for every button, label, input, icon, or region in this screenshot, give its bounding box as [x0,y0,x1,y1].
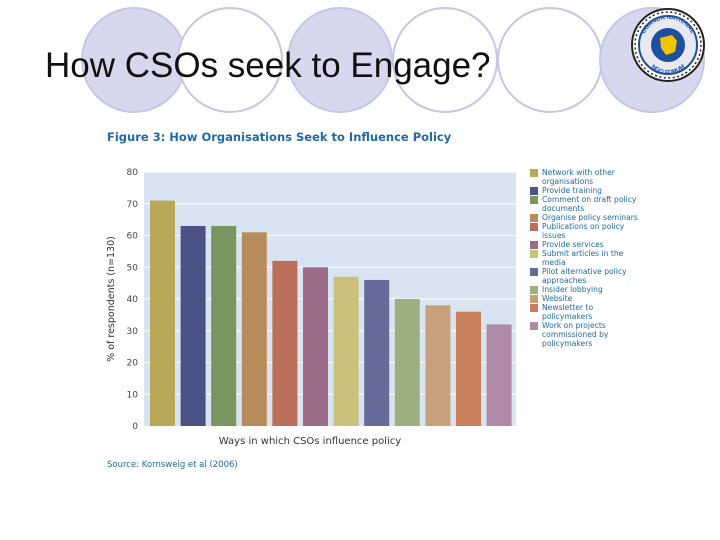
legend-item: Website [530,294,640,303]
y-tick-label: 50 [127,263,139,273]
bar [425,305,451,426]
legend-swatch [530,294,538,303]
y-tick-label: 0 [132,422,138,432]
chart-legend: Network with other organisations Provide … [530,168,640,348]
y-tick-label: 40 [127,295,139,305]
legend-item: Provide services [530,240,640,249]
deco-ring [497,7,603,113]
bar [486,324,512,426]
legend-label: Network with other organisations [542,168,615,186]
legend-label: Pilot alternative policy approaches [542,267,627,285]
deco-ring [177,7,283,113]
bar [303,267,328,426]
ngo-forum-logo-icon: UGANDA NATIONAL NGO FORUM [631,8,705,82]
legend-swatch [530,267,538,276]
y-tick-label: 70 [127,200,139,210]
bar [211,225,237,426]
legend-swatch [530,222,538,231]
y-tick-label: 80 [127,168,139,178]
legend-swatch [530,168,538,177]
legend-item: Publications on policy issues [530,222,640,240]
y-tick-label: 30 [127,327,139,337]
legend-swatch [530,195,538,204]
legend-item: Organise policy seminars [530,213,640,222]
legend-label: Organise policy seminars [542,213,638,222]
y-tick-label: 60 [127,232,139,242]
slide-title: How CSOs seek to Engage? [45,46,491,85]
y-tick-label: 10 [127,390,139,400]
legend-label: Comment on draft policy documents [542,195,637,213]
figure-source: Source: Kornsweig et al (2006) [107,460,238,470]
legend-label: Publications on policy issues [542,222,625,240]
legend-label: Newsletter to policymakers [542,303,594,321]
legend-item: Comment on draft policy documents [530,195,640,213]
legend-item: Provide training [530,186,640,195]
bar [456,311,481,426]
y-axis-label: % of respondents (n=130) [106,236,117,362]
legend-label: Provide training [542,186,602,195]
legend-label: Website [542,294,573,303]
bar [180,225,206,426]
legend-item: Insider lobbying [530,285,640,294]
bar [333,276,359,426]
legend-swatch [530,240,538,249]
legend-item: Work on projects commissioned by policym… [530,321,640,348]
legend-label: Provide services [542,240,604,249]
legend-swatch [530,321,538,330]
figure-title: Figure 3: How Organisations Seek to Infl… [107,130,452,144]
x-axis-label: Ways in which CSOs influence policy [219,436,401,447]
legend-label: Insider lobbying [542,285,603,294]
bar [394,299,420,426]
legend-swatch [530,186,538,195]
bar [150,200,175,426]
bar [364,279,390,426]
legend-swatch [530,303,538,312]
bar [241,232,267,426]
y-tick-label: 20 [127,359,139,369]
legend-swatch [530,213,538,222]
legend-item: Newsletter to policymakers [530,303,640,321]
legend-item: Submit articles in the media [530,249,640,267]
legend-item: Network with other organisations [530,168,640,186]
legend-swatch [530,249,538,258]
bar [272,260,298,426]
legend-swatch [530,285,538,294]
legend-item: Pilot alternative policy approaches [530,267,640,285]
bar-chart: 0 10 20 30 40 50 60 70 80 Ways in which CSOs infl… [106,168,516,447]
legend-label: Work on projects commissioned by policym… [542,321,609,348]
legend-label: Submit articles in the media [542,249,624,267]
